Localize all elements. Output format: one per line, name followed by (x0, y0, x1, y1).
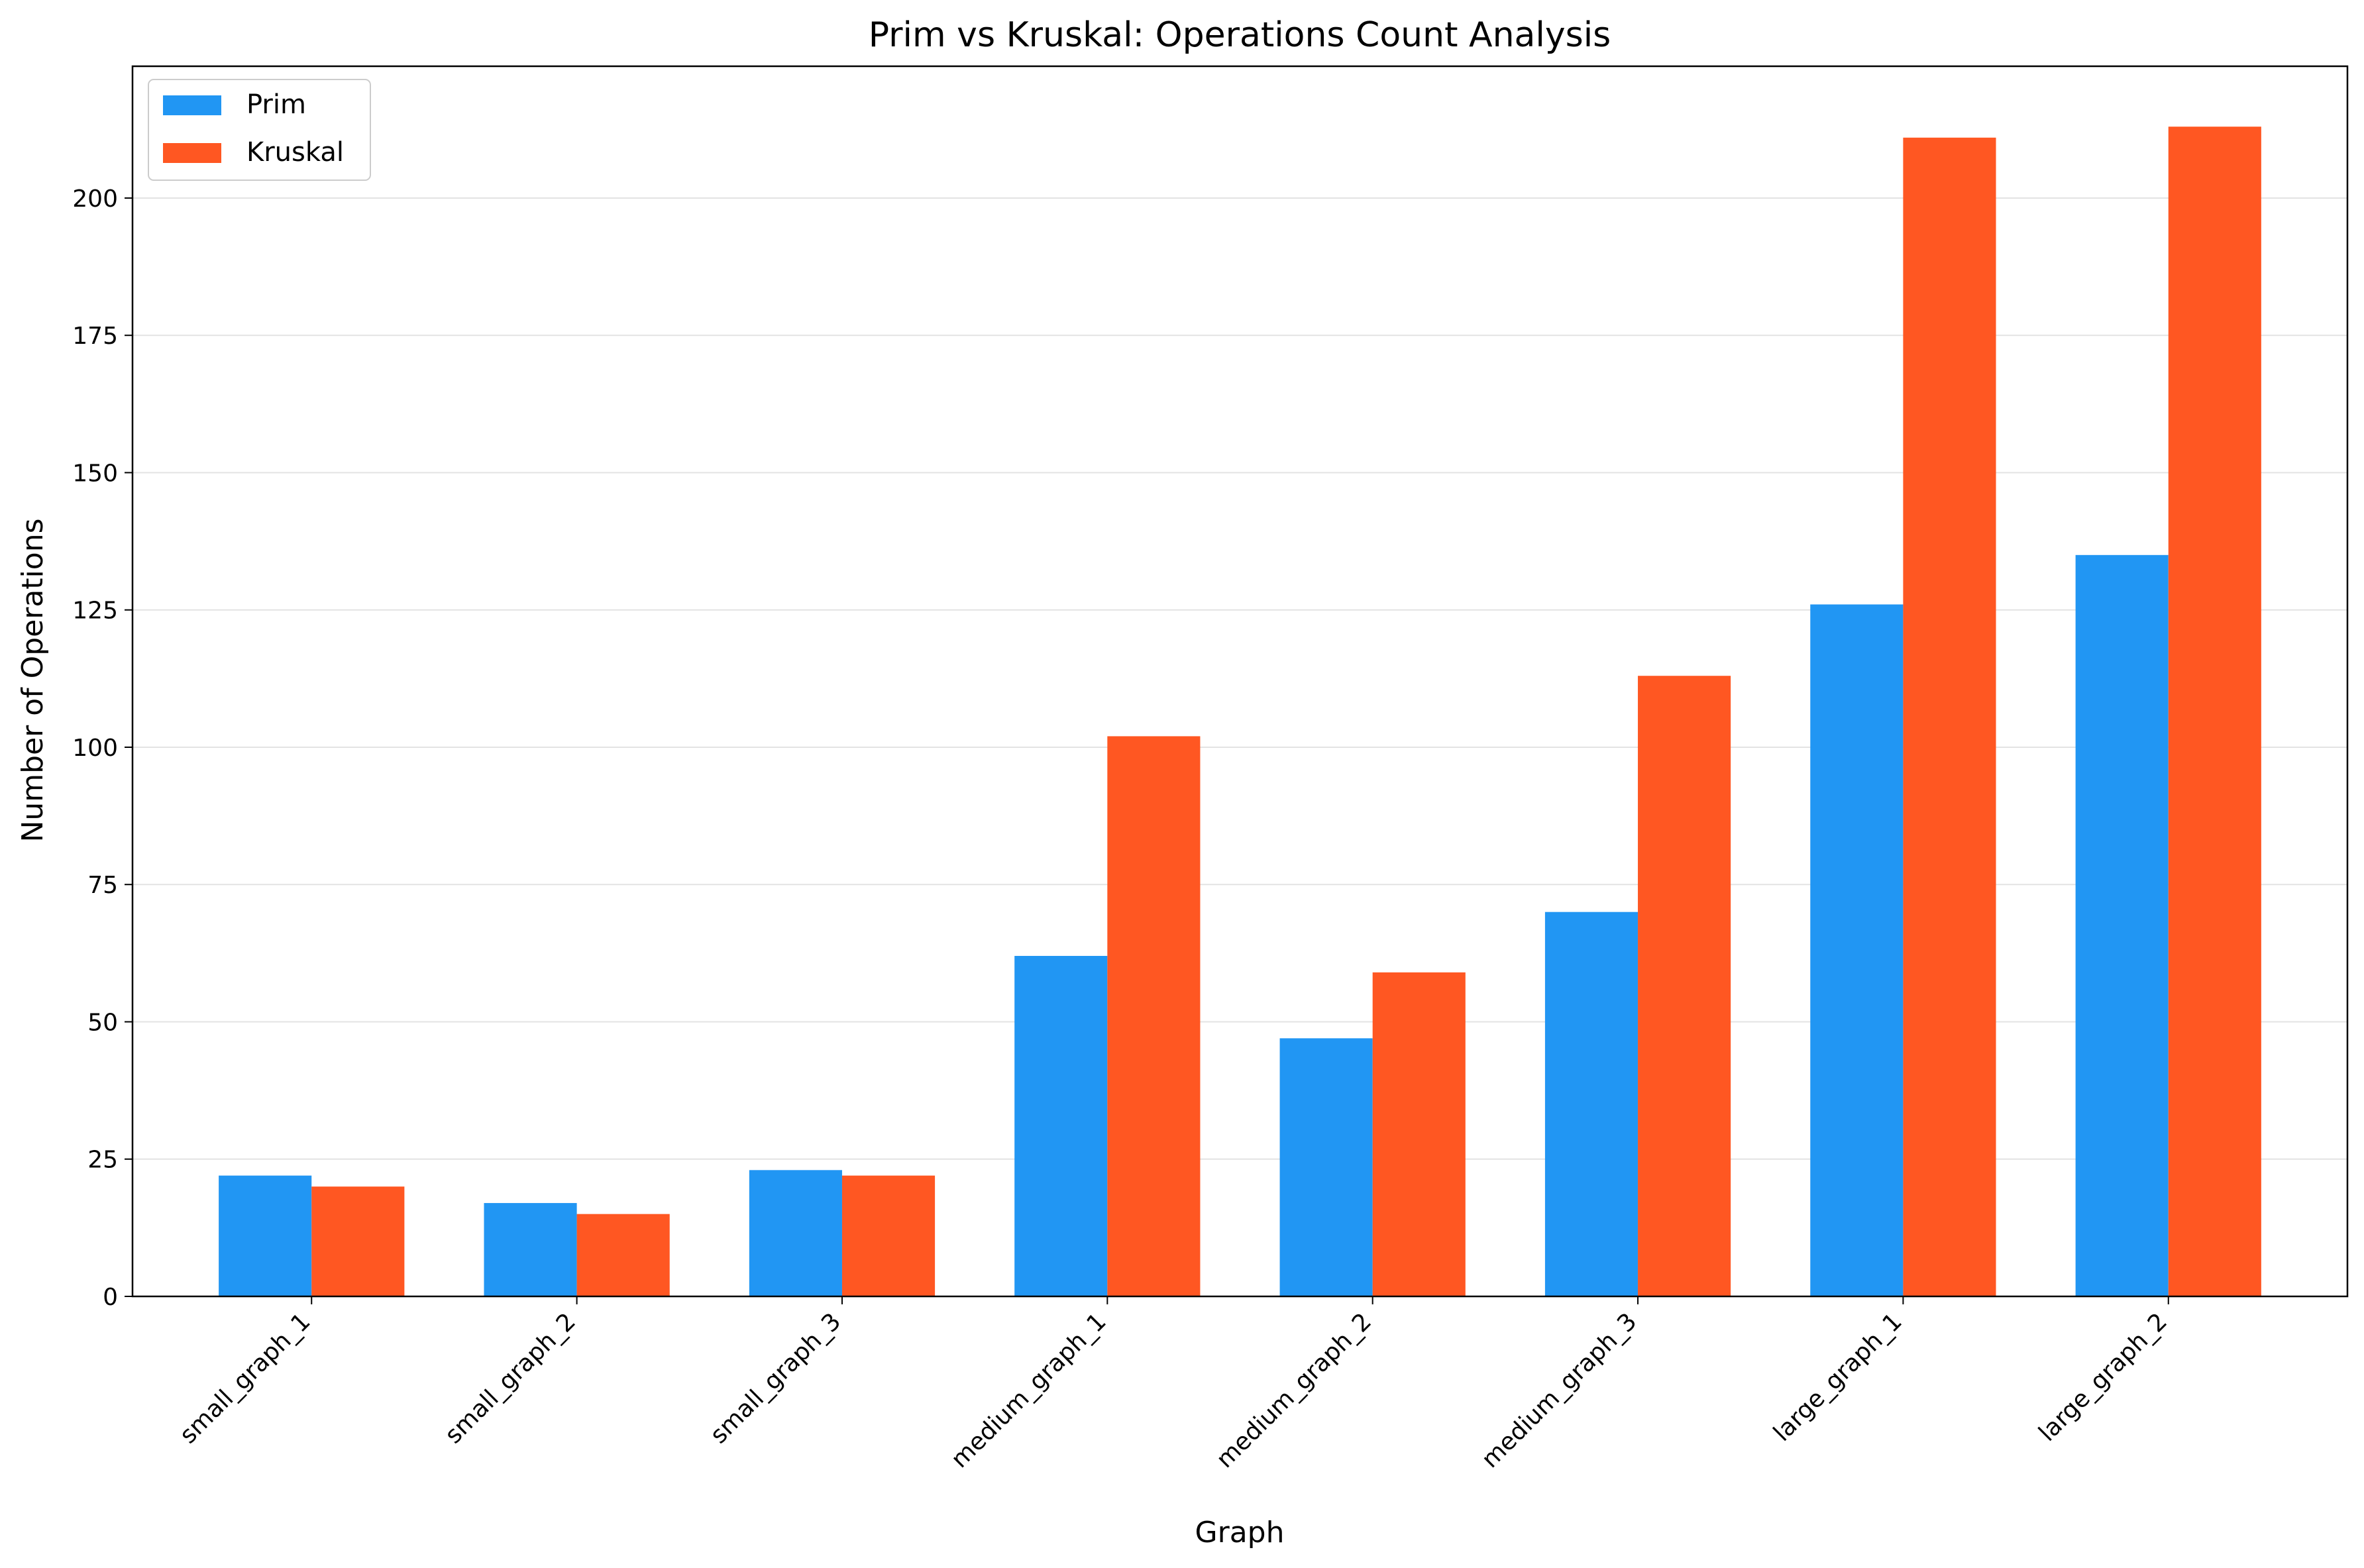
chart-title: Prim vs Kruskal: Operations Count Analys… (869, 15, 1611, 55)
bar-prim-small-graph-1 (219, 1175, 312, 1296)
bar-kruskal-small-graph-3 (841, 1175, 936, 1296)
bar-kruskal-medium-graph-2 (1372, 972, 1466, 1296)
bar-prim-large-graph-2 (2075, 554, 2169, 1296)
bar-kruskal-small-graph-1 (311, 1186, 405, 1296)
y-tick-label: 150 (72, 460, 118, 487)
legend-label-prim: Prim (246, 89, 306, 120)
y-tick-label: 100 (72, 735, 118, 762)
bar-kruskal-small-graph-2 (576, 1214, 670, 1296)
bar-kruskal-large-graph-1 (1903, 137, 1996, 1296)
y-tick-label: 175 (72, 323, 118, 350)
bar-prim-medium-graph-3 (1544, 912, 1639, 1296)
bars (219, 127, 2261, 1296)
y-tick-label: 75 (87, 872, 118, 899)
legend-swatch-prim (163, 95, 221, 115)
plot-area-frame (131, 65, 2349, 1298)
legend-swatch-kruskal (163, 143, 221, 163)
y-tick-label: 25 (87, 1147, 118, 1174)
y-axis: 0 25 50 75 100 125 150 175 200 (72, 185, 133, 1311)
bar-kruskal-medium-graph-1 (1107, 736, 1201, 1296)
legend: Prim Kruskal (148, 79, 371, 181)
y-tick-label: 200 (72, 185, 118, 213)
bar-prim-medium-graph-1 (1014, 956, 1108, 1296)
bar-prim-small-graph-2 (484, 1203, 577, 1296)
y-tick-label: 50 (87, 1009, 118, 1036)
legend-label-kruskal: Kruskal (246, 137, 344, 168)
x-axis-title: Graph (1195, 1516, 1285, 1549)
bar-kruskal-large-graph-2 (2168, 127, 2261, 1296)
y-tick-label: 125 (72, 598, 118, 625)
bar-prim-medium-graph-2 (1279, 1038, 1373, 1296)
bar-prim-small-graph-3 (749, 1170, 842, 1296)
bar-kruskal-medium-graph-3 (1638, 676, 1731, 1296)
y-axis-title: Number of Operations (16, 518, 50, 842)
y-tick-label: 0 (103, 1284, 118, 1311)
bar-prim-large-graph-1 (1810, 604, 1904, 1296)
